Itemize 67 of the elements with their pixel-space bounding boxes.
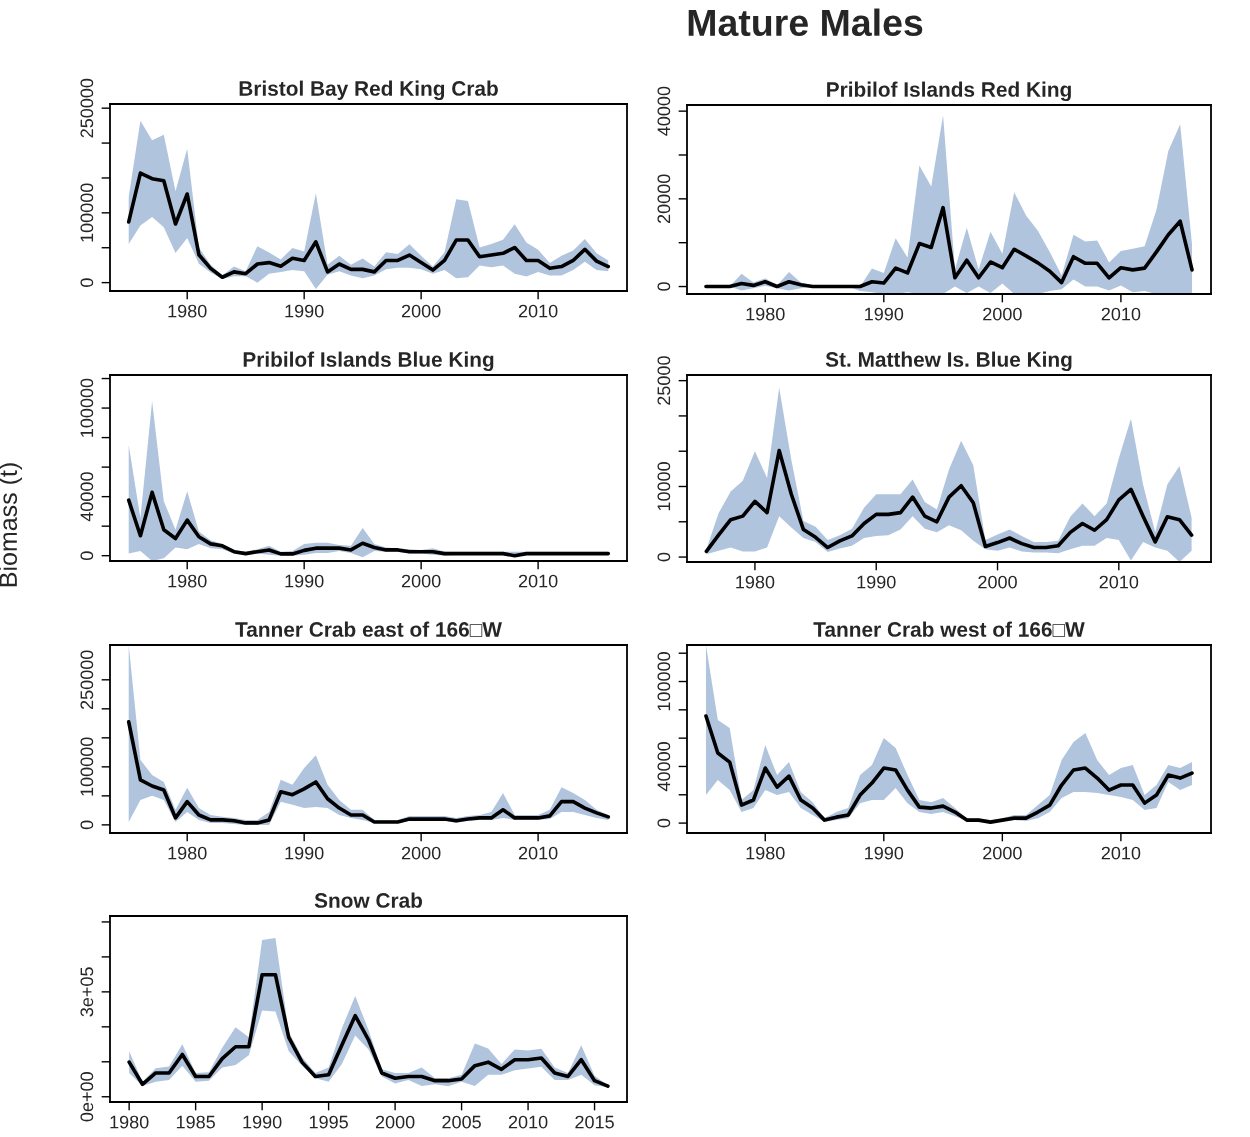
x-tick-label: 1980 (168, 304, 207, 318)
y-tick-label: 250000 (80, 650, 94, 710)
y-tick-label: 25000 (657, 356, 671, 405)
y-tick-label: 100000 (657, 652, 671, 711)
chart-title: Pribilof Islands Blue King (243, 351, 494, 372)
y-tick-label: 10000 (657, 462, 671, 511)
y-tick-label: 40000 (657, 742, 671, 792)
x-tick-label: 2000 (978, 575, 1017, 589)
chart-title: Bristol Bay Red King Crab (239, 80, 498, 101)
y-tick-label: 100000 (80, 378, 94, 437)
chart-title: St. Matthew Is. Blue King (825, 351, 1072, 372)
y-tick-label: 40000 (657, 86, 671, 136)
x-tick-label: 1990 (857, 575, 896, 589)
x-tick-label: 2010 (518, 304, 558, 318)
x-tick-label: 2010 (1101, 846, 1141, 860)
chart-title: Tanner Crab east of 166□W (235, 621, 502, 637)
x-tick-label: 2000 (375, 1115, 415, 1129)
x-tick-label: 2000 (401, 574, 441, 588)
x-tick-label: 1990 (865, 846, 904, 860)
x-tick-label: 1980 (736, 575, 775, 589)
chart-title: Tanner Crab west of 166□W (813, 621, 1085, 637)
x-tick-label: 2005 (442, 1115, 481, 1129)
x-tick-label: 2000 (401, 846, 441, 860)
x-tick-label: 2000 (983, 307, 1022, 321)
x-tick-label: 1990 (865, 307, 904, 321)
x-tick-label: 2010 (518, 574, 558, 588)
y-tick-label: 0 (80, 820, 94, 830)
x-tick-label: 2010 (1099, 575, 1139, 589)
y-tick-label: 0e+00 (80, 1072, 94, 1122)
y-tick-label: 0 (657, 282, 671, 291)
line-series (127, 972, 610, 1088)
y-tick-label: 0 (80, 278, 94, 287)
x-tick-label: 1995 (309, 1115, 348, 1129)
x-tick-label: 2010 (518, 846, 558, 860)
y-tick-label: 250000 (80, 78, 94, 138)
y-tick-label: 20000 (657, 174, 671, 224)
y-tick-label: 0 (657, 818, 671, 828)
y-tick-label: 0 (80, 551, 94, 560)
x-tick-label: 1990 (285, 304, 324, 318)
x-tick-label: 1980 (168, 846, 207, 860)
line-series (704, 714, 1194, 824)
x-tick-label: 1990 (243, 1115, 282, 1129)
x-tick-label: 1980 (746, 846, 785, 860)
x-tick-label: 2015 (575, 1115, 614, 1129)
x-tick-label: 1990 (285, 574, 324, 588)
y-tick-label: 100000 (80, 183, 94, 242)
line-series (126, 171, 611, 280)
text: Mature Males (688, 8, 923, 37)
x-tick-label: 2000 (983, 846, 1022, 860)
x-tick-label: 1990 (285, 846, 324, 860)
line-series (126, 720, 611, 825)
chart-title: Pribilof Islands Red King (827, 81, 1071, 102)
x-tick-label: 1980 (110, 1115, 149, 1129)
y-tick-label: 100000 (80, 737, 94, 796)
chart-title: Snow Crab (314, 892, 423, 908)
x-tick-label: 1980 (746, 307, 785, 321)
y-tick-label: 3e+05 (80, 967, 94, 1017)
y-tick-label: 0 (657, 552, 671, 562)
line-series (704, 205, 1194, 289)
x-tick-label: 2000 (401, 304, 441, 318)
line-series (704, 448, 1194, 554)
x-tick-label: 1985 (176, 1115, 215, 1129)
x-tick-label: 1980 (168, 574, 207, 588)
y-tick-label: 40000 (80, 472, 94, 522)
x-tick-label: 2010 (1101, 307, 1141, 321)
line-series (126, 490, 611, 558)
x-tick-label: 2010 (508, 1115, 548, 1129)
